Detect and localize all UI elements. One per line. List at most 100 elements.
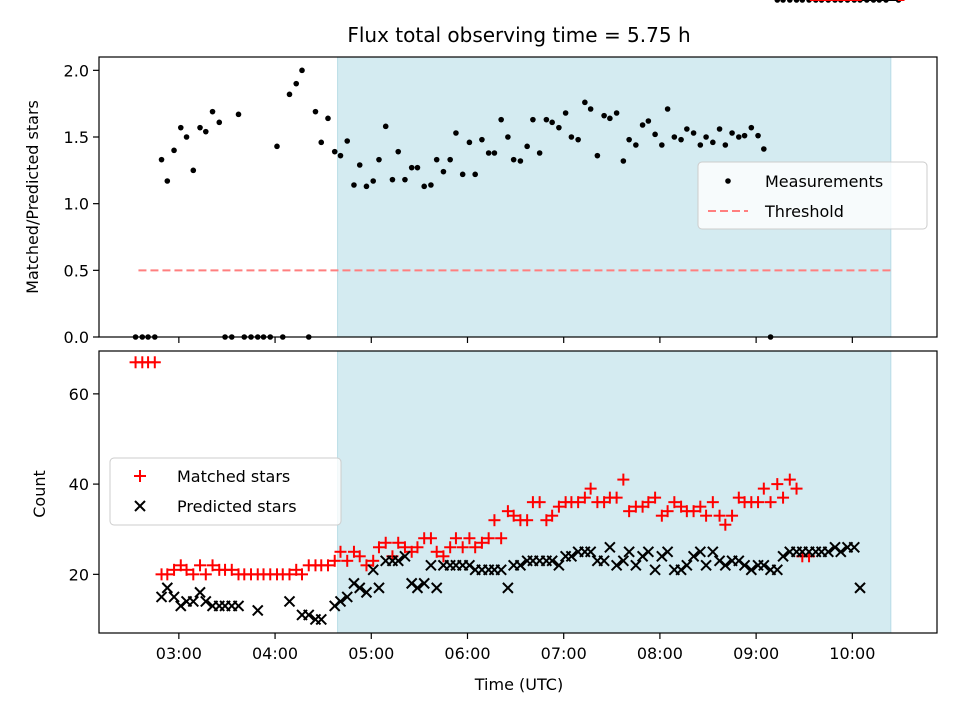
predicted-star-point	[341, 591, 353, 603]
bottom-y-ticks: 20 40 60	[69, 385, 99, 584]
predicted-star-point	[661, 546, 674, 558]
measurement-point	[607, 115, 613, 122]
measurement-point	[459, 171, 466, 178]
matched-star-point	[392, 536, 405, 549]
measurement-point	[761, 146, 767, 152]
measurement-point	[197, 124, 203, 131]
legend-measurements: Measurements	[765, 172, 883, 191]
matched-stars-points	[129, 0, 905, 581]
predicted-star-point	[681, 559, 693, 572]
predicted-star-point	[252, 604, 264, 617]
top-legend: Measurements Threshold	[697, 161, 928, 230]
matched-star-point	[552, 500, 565, 513]
bottom-x-ticks: 03:00 04:00 05:00 06:00 07:00 08:00 09:00 10:00	[156, 633, 875, 663]
matched-star-point	[726, 509, 739, 522]
matched-star-point	[482, 532, 495, 545]
measurement-point	[786, 0, 793, 3]
predicted-star-point	[232, 600, 245, 612]
top-y-tick-label: 2.0	[64, 61, 89, 80]
top-y-ticks: 0.0 0.5 1.0 1.5 2.0	[64, 61, 99, 347]
top-axes-frame	[98, 56, 938, 338]
matched-star-point	[328, 554, 341, 567]
measurement-point	[613, 110, 620, 116]
measurement-point	[376, 156, 382, 163]
bottom-observing-window	[337, 350, 892, 634]
matched-star-point	[463, 532, 476, 545]
measurement-point	[799, 0, 806, 3]
predicted-star-point	[623, 546, 635, 558]
measurement-point	[440, 168, 447, 175]
measurement-point	[671, 134, 678, 140]
predicted-star-point	[430, 582, 443, 594]
predicted-star-point	[194, 586, 206, 599]
matched-star-point	[187, 568, 200, 581]
bottom-y-axis-label: Count	[30, 470, 49, 518]
matched-star-point	[168, 563, 181, 576]
matched-star-point	[367, 554, 380, 567]
matched-star-point	[488, 514, 501, 527]
matched-star-point	[161, 568, 174, 581]
matched-star-point	[360, 559, 373, 572]
matched-star-point	[469, 541, 482, 554]
measurement-point	[562, 110, 569, 116]
matched-star-point	[148, 356, 161, 369]
measurement-point	[164, 178, 171, 184]
measurement-point	[216, 119, 223, 126]
x-tick-label: 06:00	[444, 644, 490, 663]
measurement-point	[312, 108, 319, 115]
measurement-point	[568, 134, 575, 140]
measurement-point	[736, 134, 742, 140]
measurement-point	[472, 171, 478, 178]
measurement-point	[382, 123, 389, 130]
measurement-point	[633, 142, 639, 148]
matched-star-point	[700, 509, 713, 522]
matched-star-point	[572, 496, 585, 509]
measurement-point	[575, 136, 581, 143]
measurement-point	[171, 147, 177, 154]
measurement-point	[479, 136, 485, 143]
predicted-star-point	[411, 582, 424, 594]
matched-star-point	[661, 505, 674, 518]
predicted-star-point	[649, 564, 661, 576]
measurement-point	[587, 106, 594, 112]
predicted-star-point	[354, 582, 366, 594]
matched-star-point	[752, 496, 765, 509]
measurement-point	[274, 143, 280, 150]
measurement-point	[697, 142, 704, 148]
x-tick-label: 05:00	[348, 644, 394, 663]
predicted-star-point	[707, 546, 719, 558]
matched-star-point	[341, 554, 354, 567]
predicted-star-point	[168, 591, 180, 603]
matched-star-point	[764, 496, 777, 509]
measurement-point	[318, 139, 325, 146]
measurement-point	[183, 134, 190, 140]
measurement-point	[741, 132, 748, 139]
predicted-star-point	[738, 559, 751, 572]
measurement-point	[722, 142, 729, 148]
matched-star-point	[379, 536, 392, 549]
measurement-point	[652, 131, 658, 138]
matched-star-point	[783, 473, 796, 486]
measurement-point	[408, 164, 415, 171]
predicted-star-point	[303, 609, 315, 621]
matched-star-point	[206, 559, 219, 572]
x-tick-label: 04:00	[252, 644, 298, 663]
matched-star-point	[777, 491, 790, 504]
measurement-point	[363, 183, 370, 190]
predicted-star-point	[373, 582, 385, 594]
matched-star-point	[584, 482, 597, 495]
measurement-point	[177, 124, 184, 131]
matched-star-point	[444, 541, 457, 554]
measurement-point	[755, 132, 761, 139]
chart-title: Flux total observing time = 5.75 h	[347, 23, 690, 47]
measurement-point	[774, 0, 781, 3]
predicted-legend-marker	[134, 500, 146, 512]
matched-star-point	[225, 563, 238, 576]
measurement-point	[626, 136, 632, 143]
measurement-point	[447, 156, 453, 163]
matched-star-point	[790, 482, 803, 495]
bottom-y-tick-label: 60	[69, 385, 89, 404]
measurement-point	[780, 0, 786, 3]
measurement-point	[344, 138, 351, 144]
predicted-star-point	[584, 546, 597, 558]
